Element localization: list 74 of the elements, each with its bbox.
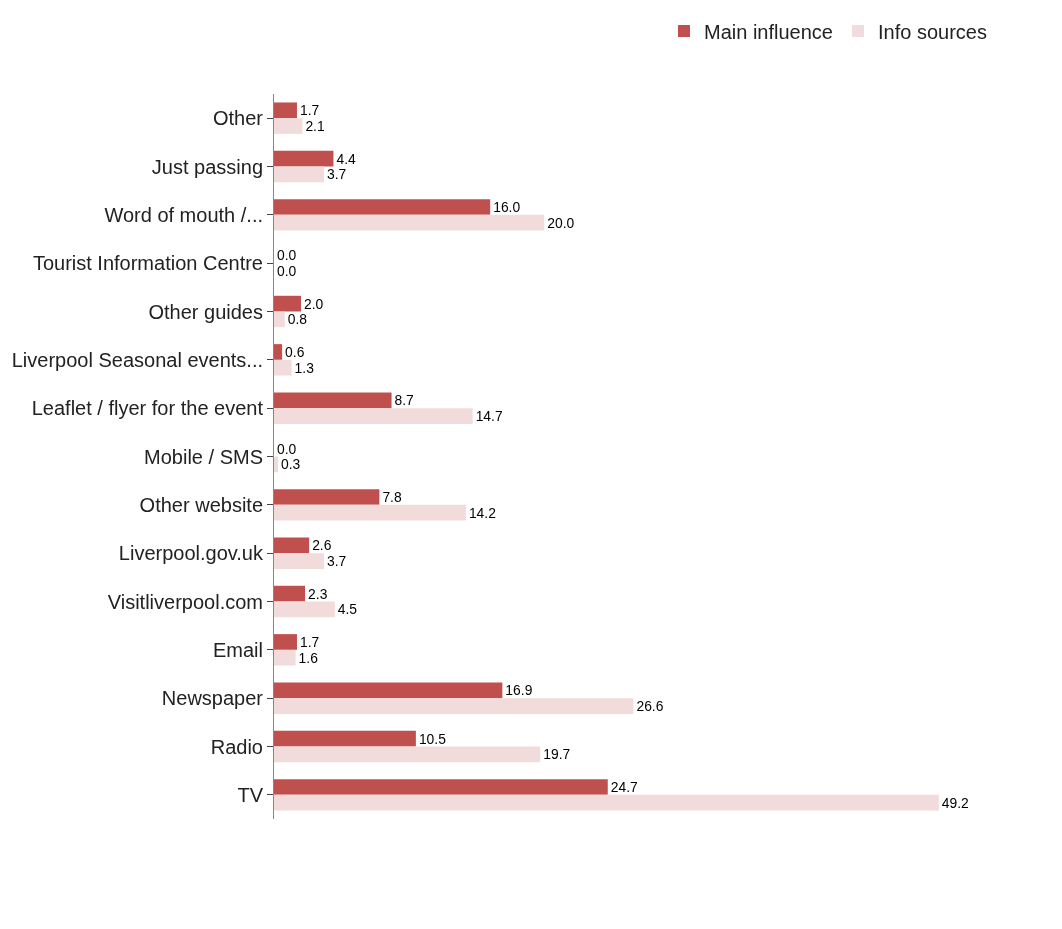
bar [274,730,416,747]
bar [274,344,283,360]
y-tick-label: Other [212,107,264,130]
bar [274,746,541,763]
data-label: 4.4 [336,150,357,167]
data-label: 4.5 [337,601,358,618]
data-label: 16.0 [493,199,521,216]
data-label: 20.0 [547,214,575,231]
data-label: 0.0 [277,247,297,264]
y-tick-label: Newspaper [161,687,264,710]
bar [274,456,279,473]
y-tick-label: Tourist Information Centre [32,252,263,275]
bar [274,779,608,795]
data-label: 0.0 [277,263,297,280]
y-tick-label: Leaflet / flyer for the event [31,397,264,420]
data-label: 24.7 [610,779,638,796]
data-label: 8.7 [394,392,415,409]
data-label: 1.7 [299,102,320,119]
data-label: 49.2 [941,794,970,811]
bar [274,295,302,312]
bar [274,311,285,328]
data-label: 0.3 [281,456,301,473]
y-tick-label: Radio [210,735,263,758]
bar [274,408,473,424]
data-label: 0.6 [285,344,305,361]
y-tick-label: Liverpool.gov.uk [118,542,264,565]
bar [274,794,939,811]
bar [274,634,297,650]
data-label: 2.3 [308,585,328,602]
legend-label: Main influence [704,20,833,43]
data-label: 7.8 [382,489,402,506]
y-tick-label: Just passing [151,155,263,178]
y-tick-label: TV [237,783,264,806]
y-tick-label: Mobile / SMS [144,445,263,468]
data-label: 2.6 [312,537,332,554]
bar [274,585,306,602]
bar [274,698,634,714]
data-label: 3.7 [327,166,347,183]
y-tick-label: Liverpool Seasonal events... [11,348,263,371]
data-label: 2.0 [304,295,324,312]
data-label: 0.0 [277,440,297,457]
legend-label: Info sources [877,20,987,43]
data-label: 26.6 [636,698,664,715]
bar [274,150,334,167]
bar [274,537,310,554]
data-label: 0.8 [287,311,308,328]
bar [274,682,503,699]
bar [274,118,303,134]
y-tick-label: Other website [139,493,263,516]
data-label: 1.3 [294,359,315,376]
y-tick-label: Email [212,638,263,661]
bar [274,214,545,231]
data-label: 2.1 [305,118,325,135]
bar [274,649,296,666]
bar [274,489,380,505]
data-label: 14.2 [468,504,497,521]
data-label: 14.7 [475,408,503,425]
data-label: 1.6 [298,649,319,666]
data-label: 19.7 [543,746,571,763]
y-tick-label: Visitliverpool.com [107,590,263,613]
y-tick-label: Other guides [148,300,263,323]
bar [274,392,392,409]
y-tick-label: Word of mouth /... [104,203,263,226]
bar [274,553,324,569]
bar [274,199,491,215]
data-label: 1.7 [299,634,320,651]
data-label: 10.5 [418,730,447,747]
bar [274,504,466,521]
bar [274,359,292,376]
data-label: 16.9 [505,682,533,699]
data-label: 3.7 [327,553,347,570]
bar [274,601,335,618]
bar [274,166,324,183]
bar [274,102,297,119]
